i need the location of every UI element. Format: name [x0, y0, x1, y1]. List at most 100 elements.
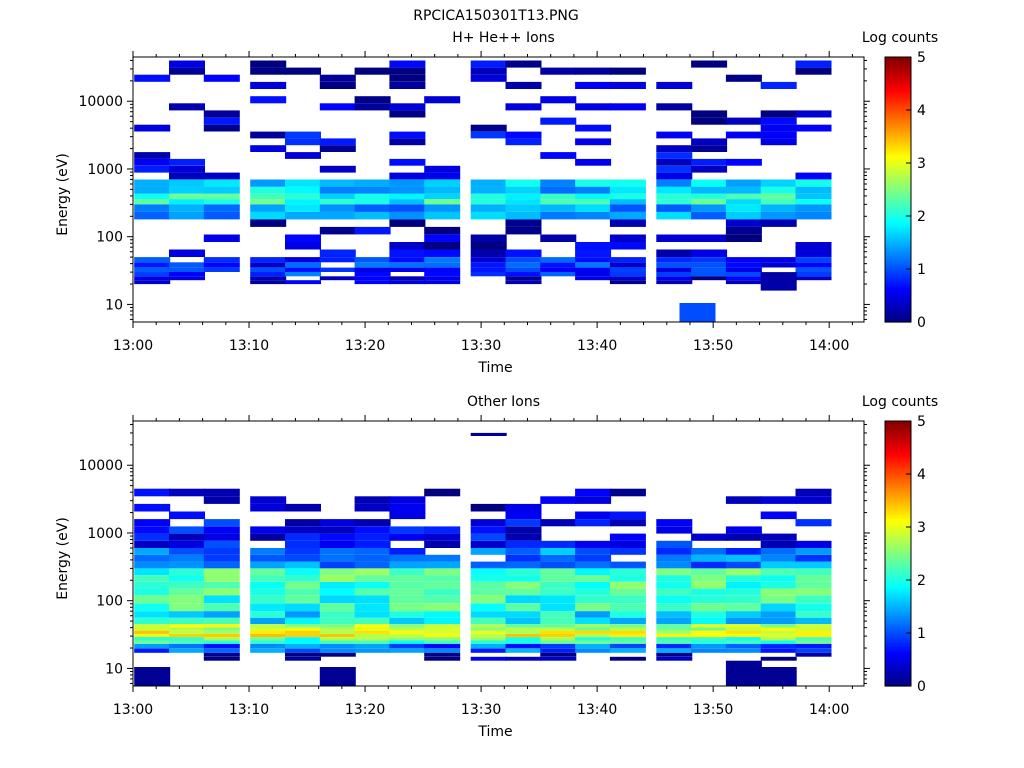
colorbar-step [885, 633, 911, 636]
chart-panel-2: Other Ions 13:00 13:10 13:20 13:30 13:40 13:50… [55, 394, 938, 740]
heatmap-cell [354, 526, 391, 534]
colorbar-step [885, 531, 911, 535]
heatmap-cell [285, 271, 321, 277]
colorbar-step [885, 302, 911, 305]
heatmap-cell [203, 526, 240, 534]
heatmap-cell [319, 652, 356, 657]
colorbar-tick-label: 3 [917, 156, 926, 172]
heatmap-cell [389, 568, 426, 576]
heatmap-cell [470, 234, 507, 242]
heatmap-cell [250, 643, 287, 649]
heatmap-cell [795, 624, 832, 628]
heatmap-cell [285, 67, 321, 75]
heatmap-cell [169, 193, 205, 200]
heatmap-cell [250, 624, 287, 628]
heatmap-cell [424, 643, 461, 649]
heatmap-cell [203, 637, 240, 641]
heatmap-cell [795, 60, 832, 68]
heatmap-cell [656, 145, 693, 152]
heatmap-cell [169, 179, 205, 187]
x-tick-label: 13:30 [461, 338, 501, 354]
heatmap-cell [354, 533, 391, 541]
colorbar-step [885, 224, 911, 228]
heatmap-cell [691, 617, 728, 625]
heatmap-cell [134, 588, 171, 596]
heatmap-cell [424, 630, 461, 634]
heatmap-cell [389, 624, 426, 628]
heatmap-cell [505, 103, 542, 111]
heatmap-cell [250, 81, 287, 89]
heatmap-cell [575, 276, 612, 281]
panels-group: H+ He++ Ions 13:00 13:10 13:20 13:30 13:40 13:… [55, 30, 938, 740]
heatmap-cell [470, 637, 507, 641]
heatmap-cell [725, 554, 762, 562]
heatmap-cell [169, 648, 205, 653]
heatmap-cell [725, 640, 762, 644]
heatmap-cell [424, 488, 461, 497]
heatmap-cell [169, 533, 205, 541]
heatmap-cell [575, 561, 612, 569]
heatmap-cell [609, 633, 646, 638]
heatmap-cell [691, 595, 728, 604]
heatmap-cell [250, 640, 287, 644]
heatmap-cell [424, 526, 461, 534]
heatmap-cell [691, 262, 728, 268]
heatmap-cell [505, 611, 542, 618]
heatmap-cell [285, 204, 321, 212]
colorbar-step [885, 480, 911, 484]
heatmap-cell [540, 67, 577, 75]
heatmap-cell [540, 568, 577, 576]
heatmap-cell [389, 630, 426, 634]
heatmap-cell [285, 257, 321, 263]
colorbar-step [885, 147, 911, 151]
y-tick-label: 1000 [87, 162, 123, 178]
heatmap-cell [540, 640, 577, 644]
colorbar-step [885, 229, 911, 233]
heatmap-cell [575, 124, 612, 132]
heatmap-cell [656, 276, 693, 281]
heatmap-cell [319, 526, 356, 534]
heatmap-cell [540, 548, 577, 555]
heatmap-cell [319, 554, 356, 562]
heatmap-cell [575, 67, 612, 75]
heatmap-cell [389, 503, 426, 512]
heatmap-cell [760, 633, 797, 638]
colorbar-step [885, 474, 911, 477]
heatmap-cell [389, 242, 426, 250]
colorbar-step [885, 482, 911, 486]
colorbar-step [885, 231, 911, 235]
heatmap-cell [354, 548, 391, 555]
heatmap-cell [540, 179, 577, 187]
heatmap-cell [656, 648, 693, 653]
colorbar-tick-label: 4 [917, 103, 926, 119]
heatmap-cell [691, 145, 728, 152]
colorbar-step [885, 213, 911, 217]
colorbar-step [885, 313, 911, 316]
colorbar-step [885, 264, 911, 268]
heatmap-cell [575, 257, 612, 263]
heatmap-cell [470, 257, 507, 263]
heatmap-cell [760, 581, 797, 589]
heatmap-cell [609, 637, 646, 641]
heatmap-cell [795, 643, 832, 649]
heatmap-cell [424, 640, 461, 644]
heatmap-cell [354, 627, 391, 631]
heatmap-cell [725, 568, 762, 576]
heatmap-cell [389, 199, 426, 205]
heatmap-cell [250, 627, 287, 631]
heatmap-cell [760, 568, 797, 576]
heatmap-cell [285, 627, 321, 631]
colorbar-step [885, 663, 911, 667]
colorbar-step [885, 240, 911, 244]
heatmap-cell [656, 581, 693, 589]
heatmap-cell [760, 193, 797, 200]
heatmap-cell [389, 186, 426, 194]
heatmap-cell [575, 640, 612, 644]
heatmap-cell [134, 640, 171, 644]
heatmap-cell [505, 219, 542, 227]
heatmap-cell [203, 611, 240, 618]
heatmap-cell [470, 656, 507, 661]
colorbar-step [885, 520, 911, 524]
heatmap-cell [656, 540, 693, 548]
heatmap-cell [169, 633, 205, 638]
